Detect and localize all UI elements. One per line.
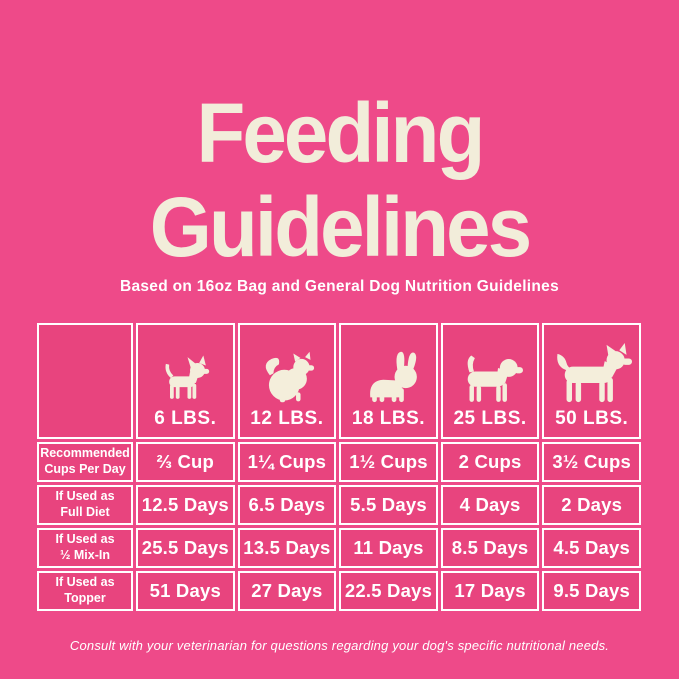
value-cell: 2 Cups: [440, 442, 540, 482]
table-row-half-mix-in: If Used as ½ Mix-In 25.5 Days 13.5 Days …: [37, 528, 641, 568]
chihuahua-icon: [165, 355, 210, 399]
weight-column-header: 6 LBS.: [136, 323, 235, 439]
weight-label: 25 LBS.: [453, 408, 527, 429]
weight-column-header: 18 LBS.: [339, 323, 438, 439]
weight-label: 6 LBS.: [154, 408, 217, 429]
row-header: If Used as Topper: [37, 571, 133, 611]
footnote: Consult with your veterinarian for quest…: [69, 638, 610, 653]
value-cell: 11 Days: [339, 528, 438, 568]
weight-label: 12 LBS.: [250, 408, 324, 429]
feeding-table: 6 LBS. 12 LBS.: [34, 320, 644, 614]
french-bulldog-icon: [370, 351, 418, 403]
value-cell: 4.5 Days: [542, 528, 641, 568]
row-header: Recommended Cups Per Day: [37, 442, 133, 482]
value-cell: 1¼ Cups: [237, 442, 337, 482]
value-cell: 1½ Cups: [339, 442, 438, 482]
row-header: If Used as Full Diet: [37, 485, 133, 525]
table-row-cups-per-day: Recommended Cups Per Day ⅔ Cup 1¼ Cups 1…: [37, 442, 641, 482]
table-header-row: 6 LBS. 12 LBS.: [37, 323, 641, 439]
page-title: Feeding Guidelines: [17, 0, 662, 274]
title-line-1: Feeding: [196, 86, 486, 180]
beagle-icon: [467, 355, 524, 402]
value-cell: 13.5 Days: [237, 528, 337, 568]
value-cell: 2 Days: [542, 485, 641, 525]
weight-column-header: 25 LBS.: [440, 323, 540, 439]
value-cell: 12.5 Days: [136, 485, 235, 525]
weight-column-header: 12 LBS.: [237, 323, 337, 439]
weight-label: 18 LBS.: [351, 408, 426, 429]
value-cell: 27 Days: [237, 571, 337, 611]
value-cell: 22.5 Days: [339, 571, 438, 611]
weight-column-header: 50 LBS.: [542, 323, 641, 439]
title-line-2: Guidelines: [149, 180, 532, 275]
value-cell: 25.5 Days: [136, 528, 235, 568]
value-cell: 3½ Cups: [542, 442, 641, 482]
value-cell: 4 Days: [440, 485, 540, 525]
value-cell: 9.5 Days: [542, 571, 641, 611]
value-cell: 6.5 Days: [237, 485, 337, 525]
table-row-topper: If Used as Topper 51 Days 27 Days 22.5 D…: [37, 571, 641, 611]
pomeranian-icon: [265, 351, 314, 403]
value-cell: 5.5 Days: [339, 485, 438, 525]
husky-icon: [556, 343, 632, 403]
subtitle: Based on 16oz Bag and General Dog Nutrit…: [119, 278, 560, 296]
value-cell: ⅔ Cup: [136, 442, 235, 482]
value-cell: 51 Days: [136, 571, 235, 611]
weight-label: 50 LBS.: [555, 408, 629, 429]
table-row-full-diet: If Used as Full Diet 12.5 Days 6.5 Days …: [37, 485, 641, 525]
value-cell: 17 Days: [440, 571, 540, 611]
table-corner-cell: [37, 323, 133, 439]
row-header: If Used as ½ Mix-In: [37, 528, 133, 568]
value-cell: 8.5 Days: [440, 528, 540, 568]
